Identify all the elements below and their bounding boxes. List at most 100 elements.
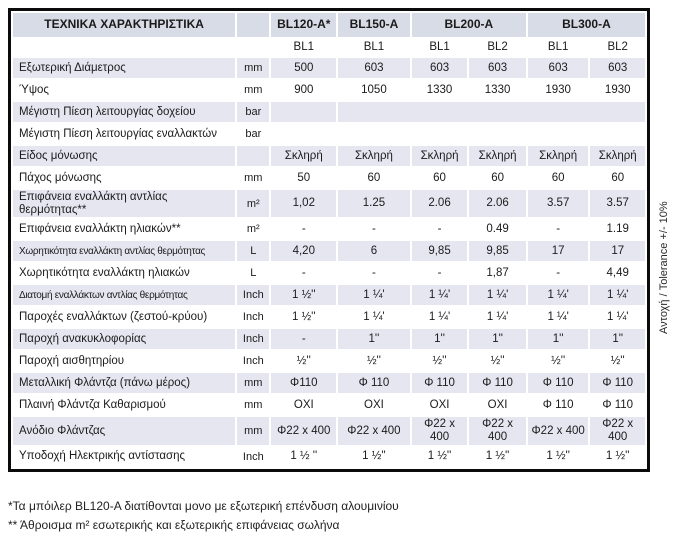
table-cell: 1 ¼' <box>338 285 410 306</box>
row-unit: Inch <box>237 285 270 306</box>
row-label: Επιφάνεια εναλλάκτη αντλίας θερμότητας** <box>13 190 236 218</box>
table-cell: Φ 110 <box>338 373 410 394</box>
table-cell: Φ 110 <box>411 373 468 394</box>
table-cell <box>271 124 336 144</box>
table-cell: 60 <box>551 171 565 184</box>
table-cell: ½'' <box>296 354 311 367</box>
table-row: Υποδοχή Ηλεκτρικής αντίστασης Inch 1 ½ '' 1… <box>13 447 645 467</box>
table-cell: Φ 110 <box>590 373 645 394</box>
table-cell: 603 <box>590 58 645 78</box>
table-cell: 60 <box>491 171 504 184</box>
table-row: Είδος μόνωσης Σκληρή Σκληρή Σκληρή Σκληρή Σκλ… <box>13 146 645 166</box>
table-cell: ½'' <box>490 354 505 367</box>
table-cell: 1 ¼' <box>428 310 451 323</box>
table-cell: 1 ¼' <box>469 285 526 306</box>
table-row: Διατομή εναλλάκτων αντλίας θερμότητας Inc… <box>13 285 645 306</box>
table-title: ΤΕΧΝΙΚΑ ΧΑΡΑΚΤΗΡΙΣΤΙΚΑ <box>13 13 236 37</box>
table-cell: 603 <box>527 58 589 78</box>
table-cell: 1 ½'' <box>291 310 316 323</box>
table-row: Εξωτερική Διάμετρος mm 500 603 603 603 603 603 <box>13 58 645 78</box>
table-row: Ανόδιο Φλάντζας mm Φ22 x 400 Φ22 x 400 Φ22 x… <box>13 417 645 445</box>
table-cell: Φ 110 <box>542 398 574 411</box>
table-row: Παροχή αισθητηρίου Inch ½'' ½'' ½'' ½'' ½'' ½'' <box>13 351 645 371</box>
table-cell: 1'' <box>338 329 410 350</box>
table-cell: Φ 110 <box>602 398 634 411</box>
table-cell: 1930 <box>604 83 631 96</box>
table-cell: ½'' <box>551 354 566 367</box>
table-cell: Σκληρή <box>527 146 589 166</box>
table-cell <box>338 124 410 144</box>
table-cell: 1'' <box>469 329 526 350</box>
table-cell: 1 ½'' <box>362 450 386 463</box>
table-cell: 1 ½'' <box>427 450 452 463</box>
table-row: Παροχές εναλλάκτων (ζεστού-κρύου) Inch 1 ½… <box>13 307 645 327</box>
table-cell: Φ22 x 400 <box>411 417 468 445</box>
footnote-2: ** Άθροισμα m² εσωτερικής και εξωτερικής… <box>8 518 340 532</box>
row-label: Μέγιστη Πίεση λειτουργίας δοχείου <box>13 102 236 122</box>
table-cell: 1 ¼' <box>590 285 645 306</box>
row-unit: Inch <box>237 329 270 350</box>
table-cell <box>469 124 526 144</box>
row-unit: mm <box>244 399 263 412</box>
row-label: Εξωτερική Διάμετρος <box>13 58 236 78</box>
table-cell: OXI <box>429 398 450 411</box>
table-cell: 0.49 <box>486 222 509 235</box>
table-row: Χωρητικότητα εναλλάκτη αντλίας θερμότητα… <box>13 241 645 262</box>
table-row: Μέγιστη Πίεση λειτουργίας εναλλακτών bar <box>13 124 645 144</box>
table-cell: 1050 <box>361 83 387 96</box>
model-header-row: ΤΕΧΝΙΚΑ ΧΑΡΑΚΤΗΡΙΣΤΙΚΑ BL120-A* BL150-A BL… <box>13 13 645 37</box>
table-cell: 1330 <box>484 83 511 96</box>
footnote-1: *Τα μπόιλερ BL120-Α διατίθονται μονο με … <box>8 499 399 513</box>
table-cell: 3.57 <box>527 190 589 218</box>
table-cell: 1330 <box>426 83 453 96</box>
table-cell: Φ22 x 400 <box>469 417 526 445</box>
table-cell: 1,02 <box>271 190 337 218</box>
row-unit: mm <box>237 417 270 445</box>
table-cell: 60 <box>611 171 625 184</box>
table-row: Μεταλλική Φλάντζα (πάνω μέρος) mm Φ110 Φ 11… <box>13 373 645 394</box>
table-cell: 603 <box>338 58 410 78</box>
table-cell: Φ22 x 400 <box>590 417 645 445</box>
table-row: Ύψος mm 900 1050 1330 1330 1930 1930 <box>13 80 645 100</box>
table-cell: 1.19 <box>606 222 629 235</box>
table-cell: 603 <box>469 58 526 78</box>
row-unit: bar <box>237 102 270 122</box>
sub-header-row: BL1 BL1 BL1 BL2 BL1 BL2 <box>13 39 645 56</box>
table-cell: OXI <box>293 398 314 411</box>
sub-model-header: BL1 <box>271 39 337 56</box>
table-cell: 60 <box>367 171 381 184</box>
table-cell: 1'' <box>411 329 468 350</box>
table-cell: 1 ¼' <box>547 310 569 323</box>
row-unit: mm <box>244 83 263 96</box>
table-cell: Σκληρή <box>590 146 645 166</box>
row-label: Παροχή αισθητηρίου <box>19 354 125 367</box>
row-label: Παροχή ανακυκλοφορίας <box>13 329 236 350</box>
table-cell: ½'' <box>610 354 625 367</box>
row-label: Παροχές εναλλάκτων (ζεστού-κρύου) <box>19 310 208 323</box>
table-cell: 6 <box>338 241 410 262</box>
table-cell: 2.06 <box>469 190 526 218</box>
table-cell: 1'' <box>527 329 589 350</box>
table-cell: Φ22 x 400 <box>527 417 589 445</box>
table-cell: Φ110 <box>271 373 337 394</box>
table-cell: 2.06 <box>411 190 468 218</box>
table-cell: ½'' <box>432 354 447 367</box>
table-cell: 1,87 <box>486 266 509 279</box>
table-cell: - <box>437 222 442 235</box>
row-unit <box>237 146 270 166</box>
table-cell: 17 <box>527 241 589 262</box>
row-label: Πάχος μόνωσης <box>19 171 102 184</box>
table-cell: 9,85 <box>411 241 468 262</box>
table-cell: 1.25 <box>338 190 410 218</box>
footnotes: *Τα μπόιλερ BL120-Α διατίθονται μονο με … <box>8 499 648 537</box>
table-cell: 1 ¼' <box>527 285 589 306</box>
table-cell: Σκληρή <box>469 146 526 166</box>
spec-table-container: ΤΕΧΝΙΚΑ ΧΑΡΑΚΤΗΡΙΣΤΙΚΑ BL120-A* BL150-A BL… <box>8 8 650 472</box>
row-unit: m² <box>246 223 260 236</box>
table-cell: OXI <box>487 398 508 411</box>
table-cell: - <box>271 329 337 350</box>
table-row: Επιφάνεια εναλλάκτη αντλίας θερμότητας**… <box>13 190 645 218</box>
row-unit: mm <box>237 373 270 394</box>
table-cell: 1 ½'' <box>605 450 630 463</box>
table-cell: Σκληρή <box>271 146 337 166</box>
